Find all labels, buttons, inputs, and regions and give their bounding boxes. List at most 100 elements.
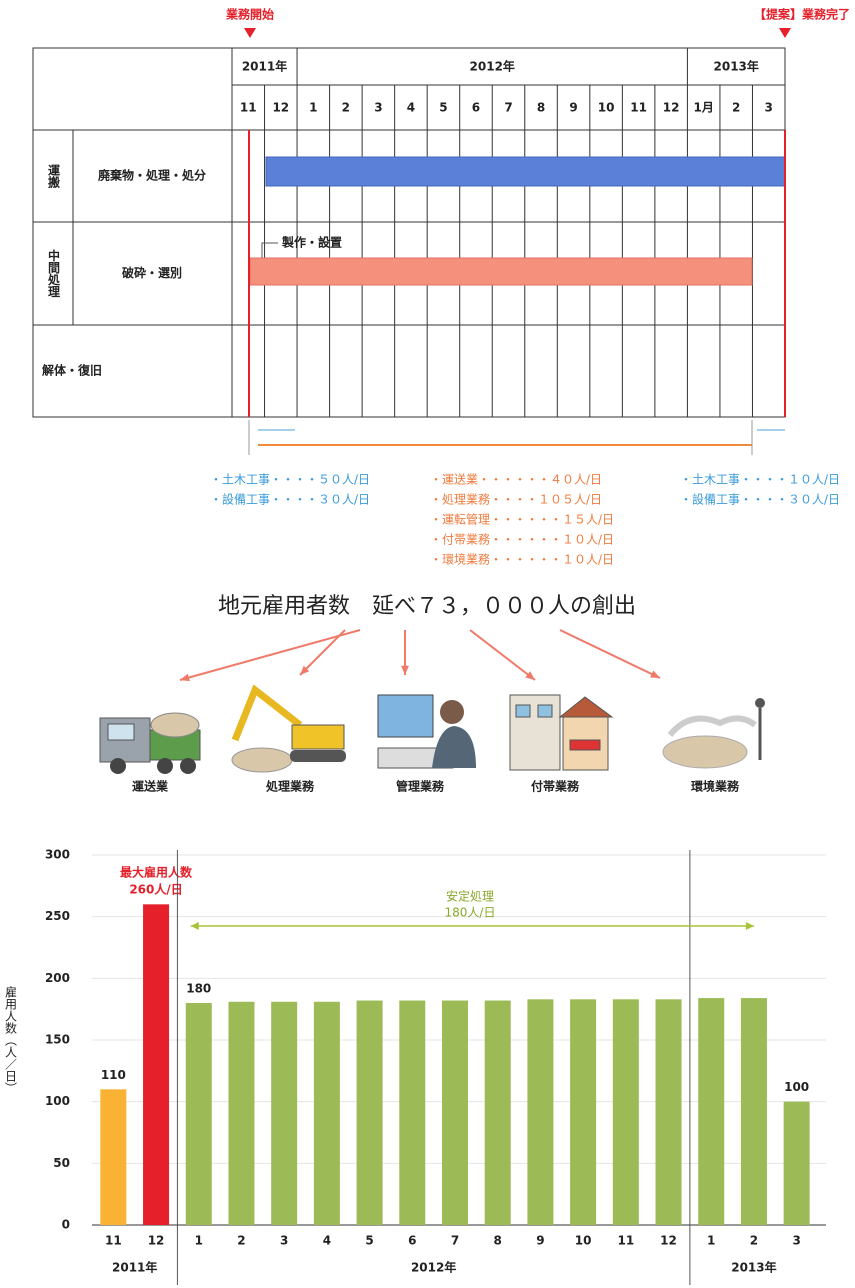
bar <box>314 1002 340 1225</box>
y-axis-label: 雇用人数（人／日） <box>4 985 18 1094</box>
x-tick-label: 8 <box>494 1234 502 1248</box>
x-tick-label: 9 <box>536 1234 544 1248</box>
month-label: 12 <box>663 101 680 115</box>
month-label: 3 <box>374 101 382 115</box>
job-label: 環境業務 <box>691 779 740 794</box>
annotation: 180人/日 <box>445 906 496 920</box>
y-tick-label: 300 <box>45 848 70 862</box>
bar <box>228 1002 254 1225</box>
x-group-label: 2013年 <box>731 1260 776 1275</box>
staff-line: ・設備工事・・・・３０人/日 <box>210 492 370 507</box>
month-label: 7 <box>504 101 512 115</box>
staff-line: ・土木工事・・・・１０人/日 <box>680 473 840 487</box>
page: 2011年2012年2013年11121234567891011121月23運搬… <box>0 0 855 1288</box>
gantt-bar <box>250 258 752 285</box>
infographic: 2011年2012年2013年11121234567891011121月23運搬… <box>0 0 855 1288</box>
staff-line: ・環境業務・・・・・・１０人/日 <box>430 552 614 567</box>
environment-illustration-part <box>663 736 747 768</box>
building-illustration-part <box>538 705 552 717</box>
bar <box>570 999 596 1225</box>
staff-line: ・設備工事・・・・３０人/日 <box>680 492 840 507</box>
arrow-head <box>746 922 754 930</box>
arrow <box>300 630 345 675</box>
building-illustration <box>510 695 612 770</box>
staff-line: ・土木工事・・・・５０人/日 <box>210 473 370 487</box>
y-tick-label: 0 <box>62 1218 70 1232</box>
bar <box>656 999 682 1225</box>
bar <box>186 1003 212 1225</box>
environment-illustration <box>663 698 765 768</box>
row-task: 解体・復旧 <box>42 363 102 378</box>
x-tick-label: 11 <box>617 1234 634 1248</box>
bar <box>485 1001 511 1225</box>
month-label: 11 <box>240 101 257 115</box>
y-tick-label: 250 <box>45 909 70 923</box>
row-group: 運搬 <box>47 164 61 189</box>
x-tick-label: 2 <box>750 1234 758 1248</box>
year-label: 2012年 <box>470 59 515 74</box>
annotation: 最大雇用人数 <box>120 865 193 880</box>
x-group-label: 2011年 <box>112 1260 157 1275</box>
month-label: 1月 <box>693 101 713 115</box>
bar <box>143 904 169 1225</box>
arrow-head <box>191 922 199 930</box>
job-label: 管理業務 <box>396 779 445 794</box>
row-group: 中間処理 <box>47 248 61 298</box>
computer-illustration <box>378 695 476 768</box>
x-tick-label: 3 <box>280 1234 288 1248</box>
row-task: 破砕・選別 <box>122 265 182 280</box>
x-tick-label: 4 <box>323 1234 331 1248</box>
truck-illustration-part <box>180 758 196 774</box>
start-marker: 業務開始 <box>225 7 274 22</box>
computer-illustration-part <box>440 700 464 724</box>
x-tick-label: 12 <box>660 1234 677 1248</box>
year-label: 2011年 <box>242 59 287 74</box>
data-label: 110 <box>101 1068 126 1082</box>
month-label: 3 <box>765 101 773 115</box>
x-tick-label: 12 <box>148 1234 165 1248</box>
row-note: 製作・設置 <box>281 235 342 250</box>
month-label: 1 <box>309 101 317 115</box>
y-tick-label: 150 <box>45 1033 70 1047</box>
marker-arrow <box>779 28 791 38</box>
x-tick-label: 11 <box>105 1234 122 1248</box>
staff-line: ・運送業・・・・・・４０人/日 <box>430 472 602 487</box>
truck-illustration-part <box>157 758 173 774</box>
excavator-illustration-part <box>235 690 300 740</box>
x-tick-label: 10 <box>575 1234 592 1248</box>
x-tick-label: 1 <box>195 1234 203 1248</box>
bar <box>100 1089 126 1225</box>
headline: 地元雇用者数 延べ７３，０００人の創出 <box>218 594 636 619</box>
excavator-illustration-part <box>290 750 346 762</box>
year-label: 2013年 <box>714 59 759 74</box>
arrow-head <box>180 674 190 682</box>
truck-illustration <box>100 713 200 774</box>
job-label: 付帯業務 <box>531 779 580 794</box>
computer-illustration-part <box>432 726 476 768</box>
excavator-illustration-part <box>232 748 292 772</box>
x-group-label: 2012年 <box>411 1260 456 1275</box>
staff-line: ・付帯業務・・・・・・１０人/日 <box>430 533 614 547</box>
bar <box>357 1001 383 1225</box>
arrow-head <box>401 666 409 675</box>
environment-illustration-part <box>670 718 755 735</box>
data-label: 100 <box>784 1080 809 1094</box>
bar <box>527 999 553 1225</box>
bar <box>271 1002 297 1225</box>
environment-illustration-part <box>755 698 765 708</box>
gantt-bar <box>266 157 785 186</box>
building-illustration-part <box>560 697 612 717</box>
excavator-illustration-part <box>292 725 344 749</box>
marker-arrow <box>244 28 256 38</box>
building-illustration-part <box>570 740 600 750</box>
x-tick-label: 5 <box>365 1234 373 1248</box>
y-tick-label: 100 <box>45 1094 70 1108</box>
job-label: 運送業 <box>132 779 169 794</box>
x-tick-label: 2 <box>237 1234 245 1248</box>
arrow <box>180 630 360 680</box>
x-tick-label: 3 <box>792 1234 800 1248</box>
bar <box>784 1102 810 1225</box>
bar <box>741 998 767 1225</box>
month-label: 5 <box>439 101 447 115</box>
month-label: 2 <box>732 101 740 115</box>
